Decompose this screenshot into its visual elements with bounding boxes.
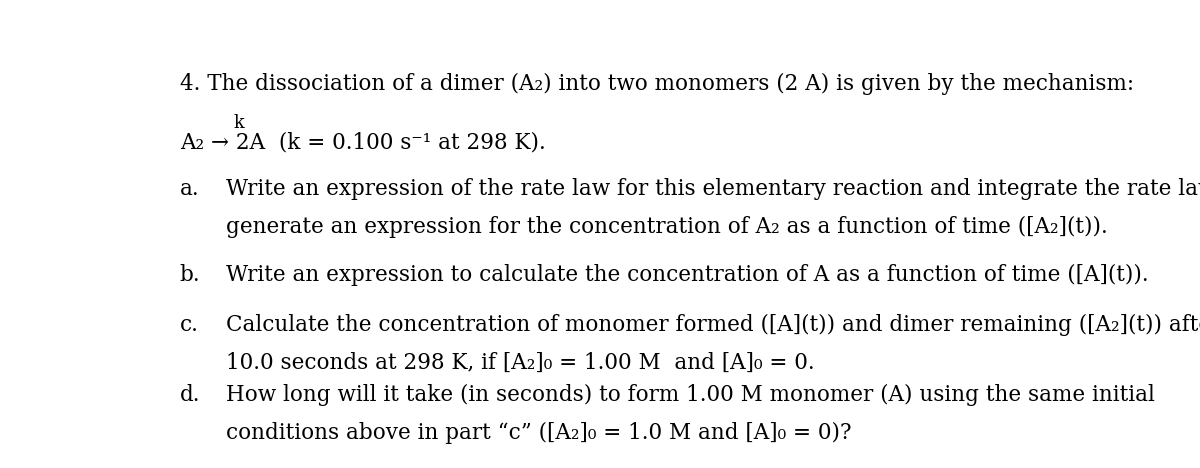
- Text: Calculate the concentration of monomer formed ([A](t)) and dimer remaining ([A₂]: Calculate the concentration of monomer f…: [227, 314, 1200, 336]
- Text: 4. The dissociation of a dimer (A₂) into two monomers (2 A) is given by the mech: 4. The dissociation of a dimer (A₂) into…: [180, 73, 1134, 95]
- Text: conditions above in part “c” ([A₂]₀ = 1.0 M and [A]₀ = 0)?: conditions above in part “c” ([A₂]₀ = 1.…: [227, 422, 852, 444]
- Text: a.: a.: [180, 178, 199, 200]
- Text: A₂ → 2A  (k = 0.100 s⁻¹ at 298 K).: A₂ → 2A (k = 0.100 s⁻¹ at 298 K).: [180, 131, 546, 153]
- Text: b.: b.: [180, 264, 200, 286]
- Text: How long will it take (in seconds) to form 1.00 M monomer (A) using the same ini: How long will it take (in seconds) to fo…: [227, 384, 1156, 406]
- Text: Write an expression of the rate law for this elementary reaction and integrate t: Write an expression of the rate law for …: [227, 178, 1200, 200]
- Text: d.: d.: [180, 384, 200, 406]
- Text: k: k: [234, 114, 245, 132]
- Text: 10.0 seconds at 298 K, if [A₂]₀ = 1.00 M  and [A]₀ = 0.: 10.0 seconds at 298 K, if [A₂]₀ = 1.00 M…: [227, 351, 815, 373]
- Text: Write an expression to calculate the concentration of A as a function of time ([: Write an expression to calculate the con…: [227, 264, 1148, 286]
- Text: c.: c.: [180, 314, 199, 336]
- Text: generate an expression for the concentration of A₂ as a function of time ([A₂](t: generate an expression for the concentra…: [227, 216, 1108, 238]
